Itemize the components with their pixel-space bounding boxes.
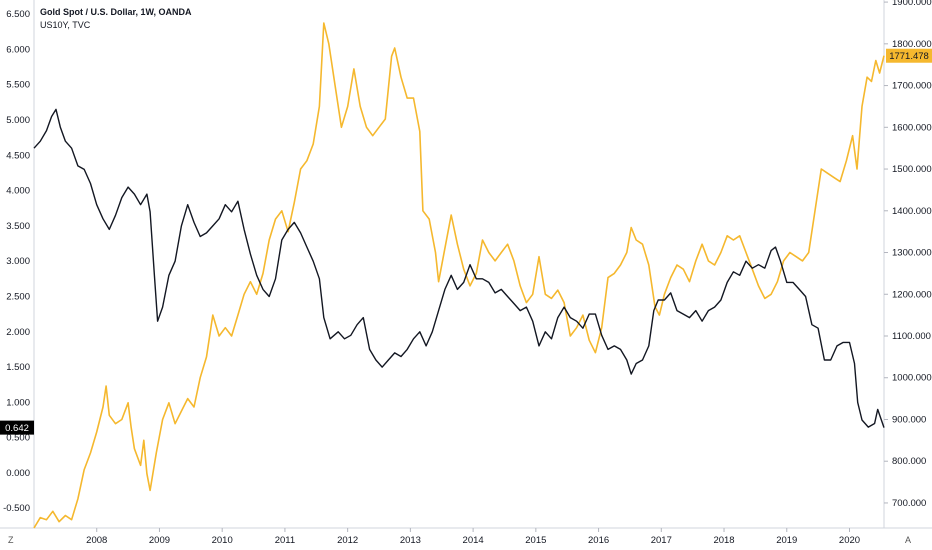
x-tick-label: 2019 (776, 535, 797, 546)
gold-badge-label: 1771.478 (889, 51, 929, 62)
left-tick-label: 4.000 (6, 186, 30, 197)
right-tick-label: 1800.000 (892, 39, 932, 50)
right-tick-label: 800.000 (892, 456, 926, 467)
right-tick-label: 1000.000 (892, 373, 932, 384)
gold-badge-background (886, 48, 932, 63)
left-tick-label: 3.000 (6, 256, 30, 267)
gold-last-value-badge: 1771.478 (886, 48, 932, 63)
x-tick-label: 2009 (149, 535, 170, 546)
right-tick-label: 700.000 (892, 498, 926, 509)
main-symbol-title[interactable]: Gold Spot / U.S. Dollar, 1W, OANDA (40, 7, 192, 17)
left-tick-label: -0.500 (3, 503, 30, 514)
yield-last-value-badge: 0.642 (0, 420, 34, 435)
series-line-us10y (33, 108, 885, 428)
left-tick-label: 0.500 (6, 433, 30, 444)
series-line-gold (33, 22, 885, 529)
left-tick-label: 3.500 (6, 221, 30, 232)
left-tick-label: 4.500 (6, 150, 30, 161)
chart-legend: Gold Spot / U.S. Dollar, 1W, OANDA US10Y… (40, 6, 192, 32)
right-tick-label: 1400.000 (892, 206, 932, 217)
yield-badge-background (0, 420, 34, 435)
left-axis-ticks: 6.500 6.000 5.500 5.000 4.500 4.000 3.500 3.000… (3, 9, 30, 514)
right-tick-label: 1200.000 (892, 289, 932, 300)
left-tick-label: 0.000 (6, 468, 30, 479)
right-tick-label: 1300.000 (892, 248, 932, 259)
x-tick-label: 2011 (275, 535, 295, 546)
left-tick-label: 2.000 (6, 327, 30, 338)
right-tick-label: 1600.000 (892, 122, 932, 133)
x-tick-label: 2013 (400, 535, 421, 546)
right-axis-ticks: 1900.000 1800.000 1700.000 1600.000 1500.000… (884, 0, 932, 509)
x-tick-label: 2008 (86, 535, 107, 546)
left-tick-label: 2.500 (6, 291, 30, 302)
x-tick-label: 2018 (713, 535, 734, 546)
right-tick-label: 1900.000 (892, 0, 932, 8)
right-tick-label: 1700.000 (892, 81, 932, 92)
auto-scale-corner-label[interactable]: A (905, 535, 911, 545)
x-tick-label: 2012 (337, 535, 358, 546)
x-tick-label: 2014 (463, 535, 484, 546)
right-tick-label: 1500.000 (892, 164, 932, 175)
right-tick-label: 1100.000 (892, 331, 931, 342)
x-tick-label: 2016 (588, 535, 609, 546)
x-tick-label: 2010 (212, 535, 233, 546)
left-tick-label: 6.000 (6, 44, 30, 55)
left-tick-label: 1.500 (6, 362, 30, 373)
x-tick-label: 2015 (525, 535, 546, 546)
right-tick-label: 900.000 (892, 414, 926, 425)
x-tick-label: 2020 (839, 535, 860, 546)
left-tick-label: 1.000 (6, 397, 30, 408)
timezone-corner-label[interactable]: Z (8, 535, 14, 545)
left-tick-label: 6.500 (6, 9, 30, 20)
x-tick-label: 2017 (651, 535, 672, 546)
left-tick-label: 5.500 (6, 80, 30, 91)
left-tick-label: 5.000 (6, 115, 30, 126)
overlay-symbol-title[interactable]: US10Y, TVC (40, 20, 91, 30)
x-axis-ticks: 2008 2009 2010 2011 2012 2013 2014 2015 2016 2017… (86, 528, 860, 546)
yield-badge-label: 0.642 (5, 423, 29, 434)
